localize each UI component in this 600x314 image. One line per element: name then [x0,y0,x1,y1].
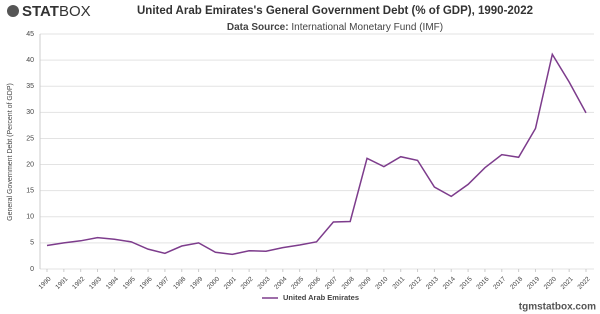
y-tick-label: 20 [26,161,34,168]
x-tick-label: 2019 [526,275,541,290]
y-tick-label: 40 [26,57,34,64]
x-tick-label: 2010 [374,275,389,290]
x-tick-label: 2015 [459,275,474,290]
logo: STATBOX [7,3,91,20]
footer: tgmstatbox.com [519,302,596,313]
y-tick-label: 25 [26,135,34,142]
x-tick-label: 2013 [425,275,440,290]
x-tick-label: 1995 [122,275,137,290]
logo-icon [7,5,19,17]
subtitle: Data Source: International Monetary Fund… [227,22,443,33]
x-tick-label: 2016 [475,275,490,290]
x-tick-label: 2018 [509,275,524,290]
x-tick-label: 2002 [240,275,255,290]
x-tick-label: 2003 [256,275,271,290]
x-tick-label: 1991 [54,275,69,290]
x-tick-label: 2004 [273,275,288,290]
x-tick-label: 1999 [189,275,204,290]
x-tick-label: 2009 [357,275,372,290]
logo-light: BOX [59,3,91,20]
x-tick-label: 2007 [324,275,339,290]
y-tick-label: 5 [30,240,34,247]
x-tick-label: 1990 [37,275,52,290]
y-tick-label: 15 [26,188,34,195]
y-tick-label: 35 [26,83,34,90]
x-tick-label: 1994 [105,275,120,290]
x-tick-label: 1997 [155,275,170,290]
x-tick-label: 1992 [71,275,86,290]
x-tick-label: 2008 [341,275,356,290]
source-label: Data Source: [227,22,289,33]
x-tick-label: 2000 [206,275,221,290]
x-tick-label: 2022 [576,275,591,290]
x-tick-label: 2021 [560,275,575,290]
x-tick-label: 2017 [492,275,507,290]
y-tick-label: 10 [26,214,34,221]
x-tick-label: 2012 [408,275,423,290]
x-tick-label: 2020 [543,275,558,290]
y-axis-label: General Government Debt (Percent of GDP) [7,83,14,221]
x-tick-label: 2014 [442,275,457,290]
x-tick-label: 2001 [223,275,238,290]
x-tick-label: 1993 [88,275,103,290]
y-tick-label: 30 [26,109,34,116]
chart-title: United Arab Emirates's General Governmen… [137,5,533,17]
logo-bold: STAT [22,3,59,20]
logo-text: STATBOX [22,3,91,20]
x-tick-label: 2005 [290,275,305,290]
x-tick-label: 2006 [307,275,322,290]
x-tick-label: 2011 [392,275,407,290]
data-line [46,52,587,256]
x-tick-label: 1998 [172,275,187,290]
source: International Monetary Fund (IMF) [291,22,443,33]
y-tick-label: 0 [30,266,34,273]
x-tick-label: 1996 [139,275,154,290]
legend-label: United Arab Emirates [283,293,359,302]
y-tick-label: 45 [26,31,34,38]
